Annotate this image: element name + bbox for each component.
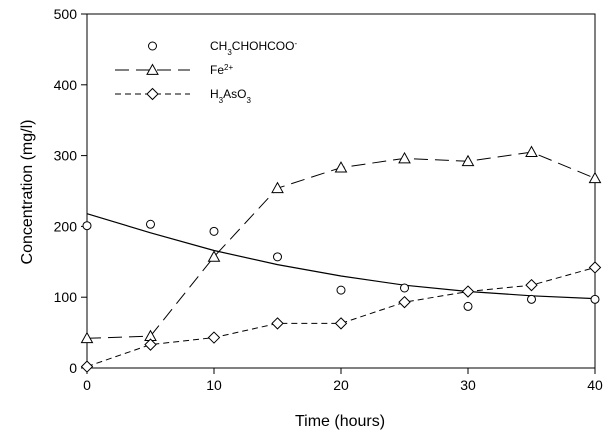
data-point <box>209 226 219 236</box>
y-axis-title: Concentration (mg/l) <box>19 120 36 265</box>
data-point <box>588 171 602 184</box>
legend-label: CH3CHOHCOO- <box>210 39 297 57</box>
data-point <box>336 285 346 295</box>
x-tick-label: 20 <box>333 377 349 393</box>
series-2 <box>80 145 602 344</box>
legend-label-part: 3 <box>246 96 251 105</box>
data-point <box>590 294 600 304</box>
legend-label-part: H <box>210 87 219 101</box>
legend-label-part: Fe <box>210 63 224 77</box>
legend-label-part: - <box>294 39 297 48</box>
legend-label: Fe2+ <box>210 63 233 78</box>
legend-label-part: 3 <box>227 48 232 57</box>
data-point <box>588 261 602 274</box>
data-point <box>80 331 94 344</box>
data-point <box>525 278 538 292</box>
data-point <box>461 154 475 167</box>
y-tick-label: 0 <box>69 360 77 376</box>
y-tick-label: 400 <box>54 77 78 93</box>
data-point <box>271 317 284 330</box>
series-layer <box>80 145 602 373</box>
y-tick-label: 300 <box>54 148 78 164</box>
legend-label-part: 3 <box>219 96 224 105</box>
legend-label-part: CH <box>210 39 227 53</box>
data-point <box>461 285 475 298</box>
legend-label-part: 2+ <box>224 63 233 72</box>
x-axis-title: Time (hours) <box>295 413 385 430</box>
data-point <box>207 331 221 344</box>
data-point <box>207 250 221 262</box>
data-point <box>398 151 411 164</box>
data-point <box>463 301 473 311</box>
legend-label: H3AsO3 <box>210 87 251 105</box>
x-tick-label: 40 <box>587 377 603 393</box>
series-line <box>86 267 596 368</box>
data-point <box>400 283 409 293</box>
fit-curve-line <box>86 213 596 300</box>
series-1 <box>82 219 600 311</box>
data-point <box>525 145 538 157</box>
data-point <box>527 294 536 304</box>
data-point <box>144 338 157 351</box>
legend-marker <box>148 41 157 51</box>
legend-label-part: AsO <box>223 87 246 101</box>
data-point <box>273 252 282 262</box>
fit-curve-layer <box>86 213 596 300</box>
data-point <box>334 317 348 330</box>
data-point <box>80 360 94 373</box>
plot-frame <box>86 13 596 369</box>
series-3 <box>80 261 602 373</box>
y-tick-label: 500 <box>54 6 78 22</box>
legend: CH3CHOHCOO-Fe2+H3AsO3 <box>115 39 297 105</box>
data-point <box>146 219 155 229</box>
series-line <box>86 151 596 339</box>
x-tick-label: 10 <box>206 377 222 393</box>
x-tick-label: 0 <box>83 377 91 393</box>
legend-label-part: CHOHCOO <box>232 39 295 53</box>
y-tick-label: 200 <box>54 218 78 234</box>
legend-marker <box>146 63 159 75</box>
data-point <box>82 221 92 231</box>
data-point <box>271 181 284 194</box>
x-tick-label: 30 <box>460 377 476 393</box>
data-point <box>398 295 411 309</box>
y-tick-label: 100 <box>54 289 78 305</box>
legend-marker <box>146 87 159 101</box>
data-point <box>334 161 348 173</box>
